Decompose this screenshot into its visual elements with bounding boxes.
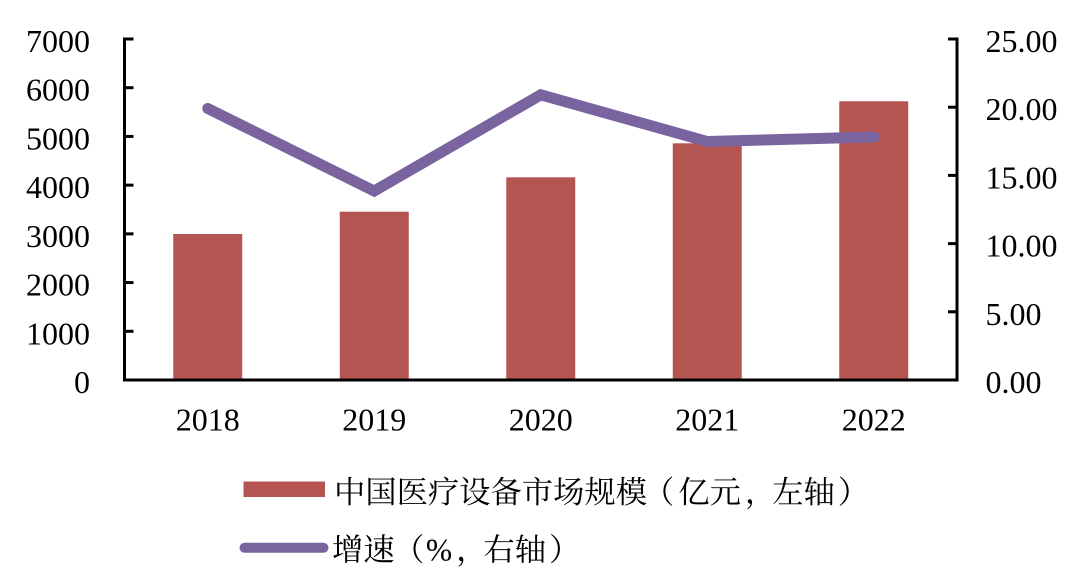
svg-text:7000: 7000 [26, 23, 90, 59]
svg-text:2020: 2020 [509, 402, 573, 438]
svg-text:3000: 3000 [26, 218, 90, 254]
svg-text:4000: 4000 [26, 169, 90, 205]
svg-text:2019: 2019 [342, 402, 406, 438]
svg-text:0.00: 0.00 [986, 364, 1042, 400]
svg-text:5000: 5000 [26, 120, 90, 156]
svg-text:2000: 2000 [26, 267, 90, 303]
svg-text:15.00: 15.00 [986, 159, 1058, 195]
svg-text:25.00: 25.00 [986, 23, 1058, 59]
svg-text:1000: 1000 [26, 315, 90, 351]
svg-text:2021: 2021 [675, 402, 739, 438]
svg-text:6000: 6000 [26, 72, 90, 108]
svg-text:0: 0 [74, 364, 90, 400]
svg-text:20.00: 20.00 [986, 91, 1058, 127]
svg-text:5.00: 5.00 [986, 296, 1042, 332]
svg-text:2022: 2022 [842, 402, 906, 438]
svg-text:10.00: 10.00 [986, 228, 1058, 264]
svg-text:2018: 2018 [176, 402, 240, 438]
